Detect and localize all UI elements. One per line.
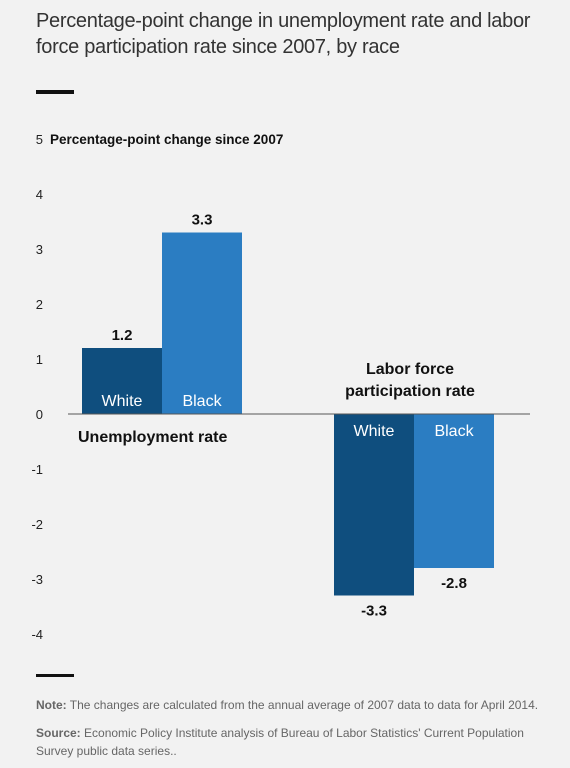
- y-tick-label: -4: [31, 627, 43, 642]
- source-label: Source:: [36, 726, 81, 740]
- bar-series-label: White: [102, 393, 143, 410]
- y-tick-label: 2: [36, 297, 43, 312]
- note-text: The changes are calculated from the annu…: [69, 698, 539, 712]
- bar-white-1: [334, 414, 414, 596]
- title-divider: [36, 90, 74, 94]
- bar-chart: 5 4 3 2 1 0 -1 -2 -3 -4 Percentage-point change si…: [31, 132, 530, 642]
- chart-note: Note: The changes are calculated from th…: [36, 697, 556, 714]
- y-tick-label: -3: [31, 572, 43, 587]
- bar-white-0: [82, 348, 162, 414]
- bar-value-label: 1.2: [112, 327, 133, 344]
- chart-source: Source: Economic Policy Institute analys…: [36, 724, 546, 760]
- y-tick-label: -2: [31, 517, 43, 532]
- y-axis-title: Percentage-point change since 2007: [50, 132, 283, 147]
- y-tick-label: 4: [36, 187, 43, 202]
- bar-series-label: Black: [434, 423, 474, 440]
- bar-value-label: 3.3: [192, 212, 213, 229]
- bar-value-label: -2.8: [441, 575, 467, 592]
- y-tick-label: 0: [36, 407, 43, 422]
- category-label: Labor force: [366, 361, 454, 378]
- chart-title: Percentage-point change in unemployment …: [36, 10, 531, 58]
- note-label: Note:: [36, 698, 67, 712]
- category-label: participation rate: [345, 383, 475, 400]
- y-tick-label: -1: [31, 462, 43, 477]
- footer-divider: [36, 674, 74, 677]
- category-label: Unemployment rate: [78, 429, 227, 446]
- bar-series-label: White: [354, 423, 395, 440]
- y-tick-label: 3: [36, 242, 43, 257]
- bar-black-0: [162, 232, 242, 414]
- bar-series-label: Black: [182, 393, 222, 410]
- bar-black-1: [414, 414, 494, 568]
- y-tick-label: 5: [36, 132, 43, 147]
- source-text: Economic Policy Institute analysis of Bu…: [36, 726, 524, 758]
- bar-value-label: -3.3: [361, 603, 387, 620]
- y-tick-label: 1: [36, 352, 43, 367]
